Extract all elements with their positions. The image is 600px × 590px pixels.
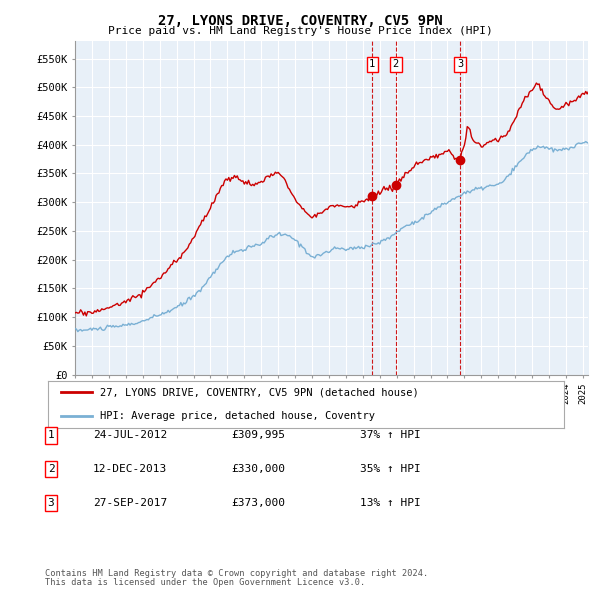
Text: Contains HM Land Registry data © Crown copyright and database right 2024.: Contains HM Land Registry data © Crown c… — [45, 569, 428, 578]
Text: 2: 2 — [392, 59, 399, 69]
Text: 13% ↑ HPI: 13% ↑ HPI — [360, 498, 421, 507]
Text: 12-DEC-2013: 12-DEC-2013 — [93, 464, 167, 474]
Text: 3: 3 — [47, 498, 55, 507]
Text: 1: 1 — [47, 431, 55, 440]
Text: This data is licensed under the Open Government Licence v3.0.: This data is licensed under the Open Gov… — [45, 578, 365, 588]
Text: Price paid vs. HM Land Registry's House Price Index (HPI): Price paid vs. HM Land Registry's House … — [107, 26, 493, 36]
Text: 27, LYONS DRIVE, COVENTRY, CV5 9PN: 27, LYONS DRIVE, COVENTRY, CV5 9PN — [158, 14, 442, 28]
Text: 27, LYONS DRIVE, COVENTRY, CV5 9PN (detached house): 27, LYONS DRIVE, COVENTRY, CV5 9PN (deta… — [100, 388, 418, 397]
Text: 27-SEP-2017: 27-SEP-2017 — [93, 498, 167, 507]
Text: HPI: Average price, detached house, Coventry: HPI: Average price, detached house, Cove… — [100, 411, 374, 421]
Text: 1: 1 — [369, 59, 376, 69]
Text: £373,000: £373,000 — [231, 498, 285, 507]
Text: 3: 3 — [457, 59, 463, 69]
Text: £309,995: £309,995 — [231, 431, 285, 440]
Text: 37% ↑ HPI: 37% ↑ HPI — [360, 431, 421, 440]
Text: 35% ↑ HPI: 35% ↑ HPI — [360, 464, 421, 474]
Text: £330,000: £330,000 — [231, 464, 285, 474]
Text: 24-JUL-2012: 24-JUL-2012 — [93, 431, 167, 440]
Text: 2: 2 — [47, 464, 55, 474]
